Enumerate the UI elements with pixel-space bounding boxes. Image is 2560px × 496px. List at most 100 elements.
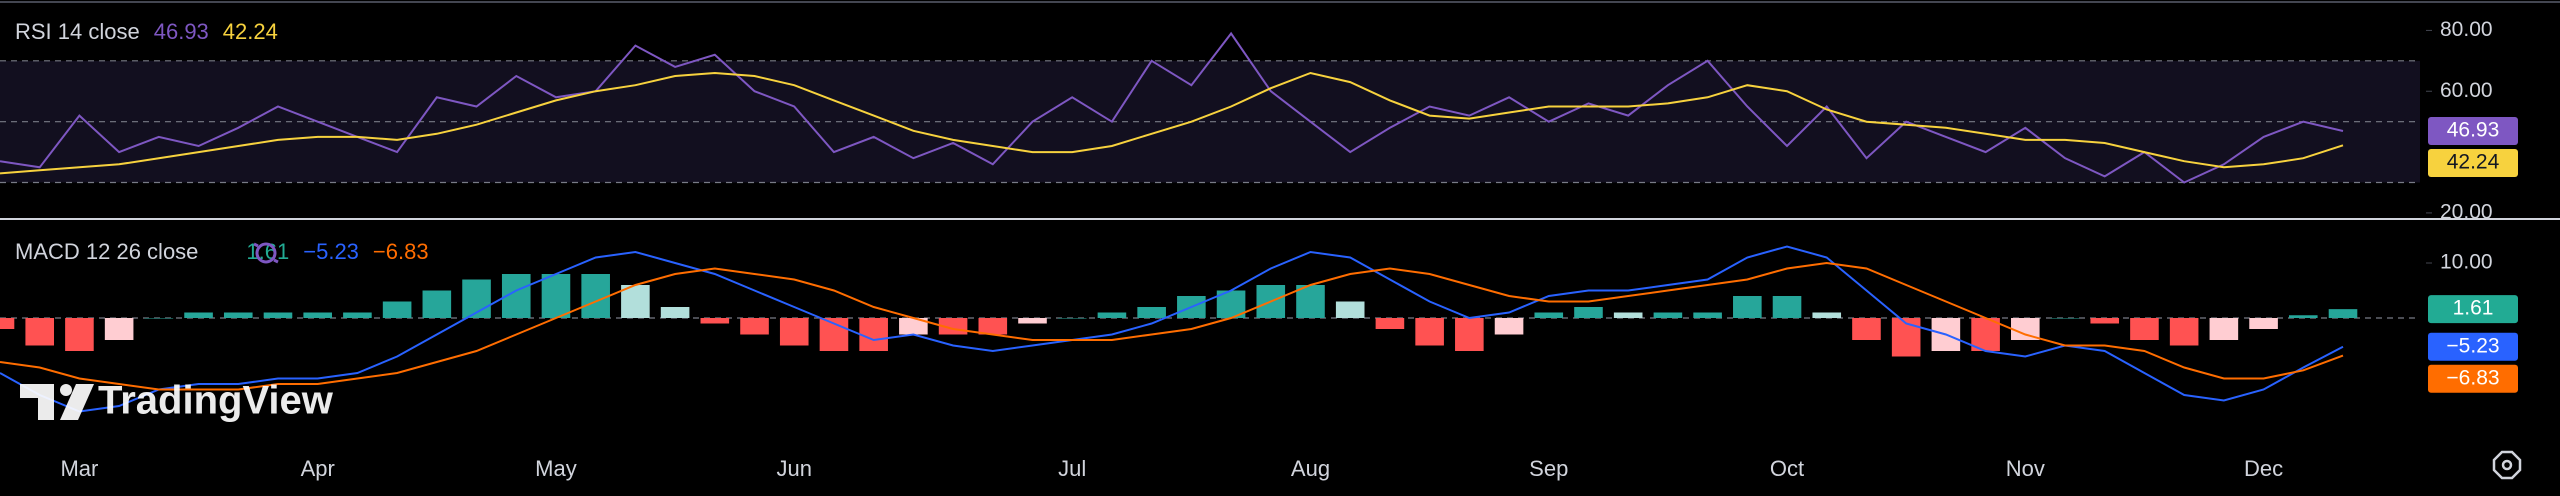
watermark-logo: [20, 384, 94, 420]
histogram-bar: [1852, 318, 1881, 340]
histogram-bar: [581, 274, 610, 318]
icon-part: [255, 242, 277, 264]
price-label: 46.93: [2447, 119, 2500, 142]
x-tick-label: Aug: [1291, 456, 1330, 481]
price-label: 42.24: [2447, 151, 2500, 174]
icon-part: [2501, 459, 2513, 471]
price-label: 1.61: [2453, 297, 2494, 320]
settings-icon[interactable]: [2492, 450, 2522, 480]
legend-item: 42.24: [223, 19, 278, 44]
histogram-bar: [1057, 318, 1087, 319]
histogram-bar: [2249, 318, 2278, 329]
y-tick-label: 20.00: [2440, 200, 2493, 223]
histogram-bar: [2011, 318, 2040, 340]
x-tick-label: Apr: [301, 456, 335, 481]
histogram-bar: [303, 312, 332, 318]
histogram-bar: [1812, 312, 1842, 318]
legend-item: MACD 12 26 close: [15, 239, 198, 264]
y-tick-label: 10.00: [2440, 251, 2493, 274]
histogram-bar: [2050, 318, 2080, 319]
logo-part: [60, 384, 72, 396]
histogram-bar: [65, 318, 94, 351]
histogram-bar: [223, 312, 253, 318]
histogram-bar: [2328, 309, 2358, 318]
histogram-bar: [660, 307, 690, 318]
series-line: [0, 71, 2344, 175]
refresh-icon[interactable]: [253, 242, 279, 264]
histogram-bar: [740, 318, 769, 335]
histogram-bar: [2209, 318, 2239, 340]
price-label-box: [2428, 295, 2518, 324]
histogram-bar: [184, 312, 213, 318]
histogram-bar: [1733, 296, 1762, 318]
histogram-bar: [1534, 312, 1564, 318]
price-label: −6.83: [2446, 366, 2499, 389]
x-tick-label: Sep: [1529, 456, 1568, 481]
series-line: [0, 245, 2344, 413]
histogram-bar: [541, 274, 571, 318]
histogram-bar: [1018, 318, 1047, 324]
price-label-box: [2428, 117, 2518, 146]
histogram-bar: [978, 318, 1008, 335]
legend-item: 1.61: [246, 239, 289, 264]
histogram-bar: [1137, 307, 1166, 318]
histogram-bar: [1375, 318, 1405, 329]
histogram-bar: [1574, 307, 1603, 318]
y-tick-label: 80.00: [2440, 18, 2493, 41]
logo-part: [20, 384, 54, 420]
histogram-bar: [0, 318, 15, 329]
legend-item: −5.23: [303, 239, 359, 264]
plot-layer: 80.00 60.00 20.00 RSI 14 close 46.93 42.24 10.…: [0, 18, 2518, 481]
legend-item: 46.93: [154, 19, 209, 44]
price-label-box: [2428, 149, 2518, 178]
histogram-bar: [1415, 318, 1444, 346]
x-tick-label: Dec: [2244, 456, 2283, 481]
histogram-bar: [382, 301, 412, 318]
icon-part: [2492, 450, 2522, 480]
x-tick-label: Oct: [1770, 456, 1804, 481]
histogram-bar: [621, 285, 650, 318]
price-label-box: [2428, 332, 2518, 361]
price-label: −5.23: [2446, 334, 2499, 357]
price-label-box: [2428, 364, 2518, 393]
x-tick-label: Jun: [776, 456, 811, 481]
histogram-bar: [1613, 312, 1643, 318]
histogram-bar: [422, 290, 452, 318]
y-tick-label: 60.00: [2440, 79, 2493, 102]
histogram-bar: [1772, 296, 1802, 318]
series-line: [0, 31, 2344, 184]
histogram-bar: [104, 318, 134, 340]
histogram-bar: [2090, 318, 2120, 324]
histogram-bar: [899, 318, 928, 335]
histogram-bar: [263, 312, 293, 318]
histogram-bar: [779, 318, 809, 346]
histogram-bar: [1335, 301, 1365, 318]
histogram-bar: [700, 318, 730, 324]
histogram-bar: [2130, 318, 2159, 340]
x-tick-label: Jul: [1058, 456, 1086, 481]
histogram-bar: [859, 318, 888, 351]
histogram-bar: [1455, 318, 1484, 351]
icon-part: [253, 242, 279, 264]
histogram-bar: [1296, 285, 1325, 318]
histogram-bar: [1097, 312, 1127, 318]
logo-part: [60, 384, 94, 420]
histogram-bar: [1693, 312, 1722, 318]
histogram-bar: [2288, 315, 2318, 318]
histogram-bar: [343, 312, 372, 318]
histogram-bar: [2169, 318, 2199, 346]
x-tick-label: Mar: [60, 456, 98, 481]
legend-item: −6.83: [373, 239, 429, 264]
watermark: TradingView: [98, 379, 334, 423]
histogram-bar: [1971, 318, 2000, 351]
legend-item: RSI 14 close: [15, 19, 140, 44]
histogram-bar: [1494, 318, 1524, 335]
histogram-bar: [1653, 312, 1683, 318]
histogram-bar: [25, 318, 55, 346]
series-line: [0, 261, 2344, 391]
x-tick-label: May: [535, 456, 577, 481]
x-tick-label: Nov: [2006, 456, 2045, 481]
histogram-bar: [144, 318, 174, 319]
